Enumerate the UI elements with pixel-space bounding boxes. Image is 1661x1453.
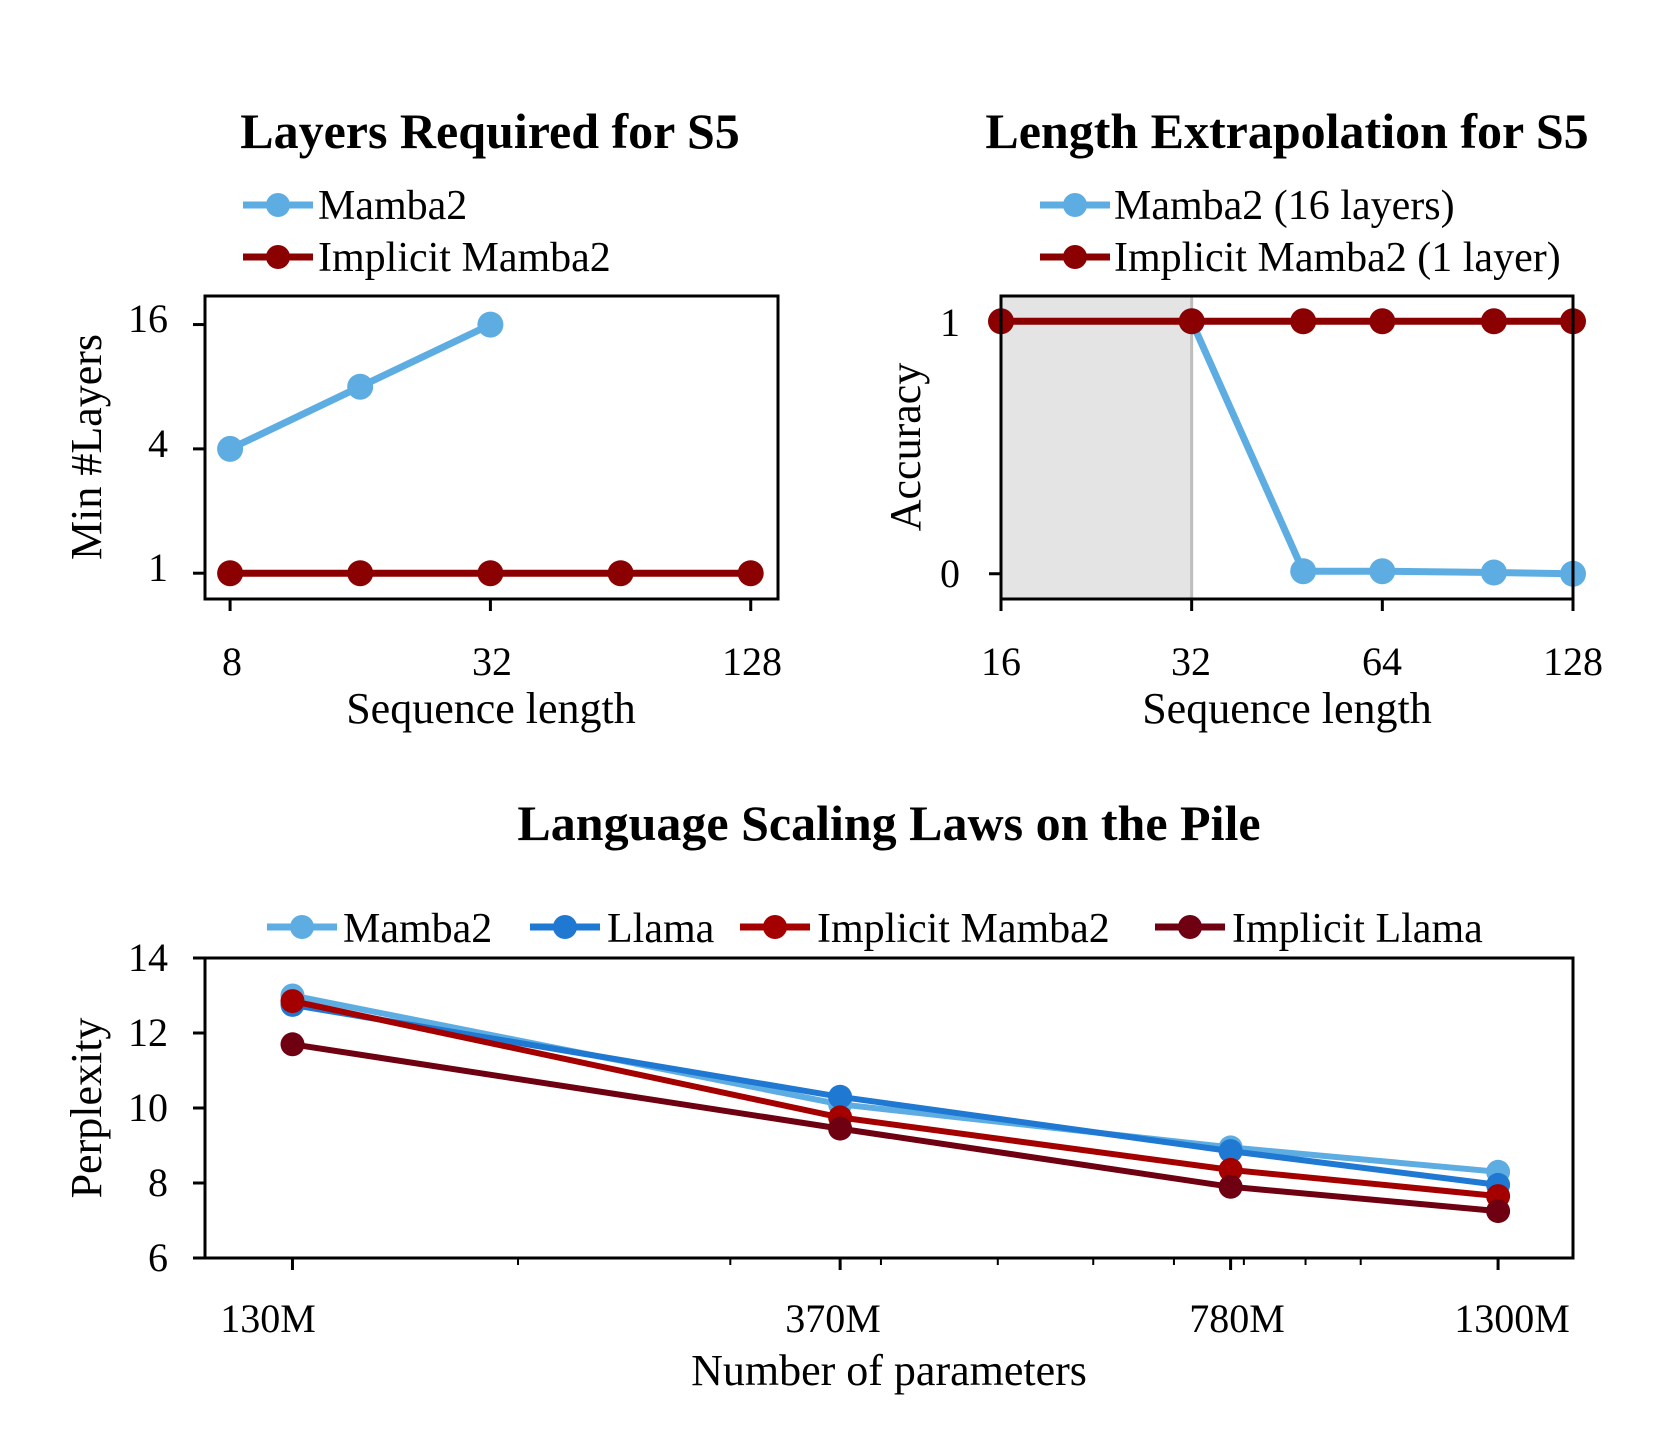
panel3-xlabel: Number of parameters: [691, 1346, 1087, 1395]
panel3-line-llama: [292, 1001, 1499, 1188]
panel3-point-implicit-llama: [828, 1116, 853, 1141]
panel2-xtick-32: 32: [1171, 639, 1211, 684]
panel3-ytick-8: 8: [148, 1160, 168, 1205]
panel3-title: Language Scaling Laws on the Pile: [517, 795, 1260, 851]
panel2-point-mamba2-16-layers: [1480, 559, 1507, 586]
panel-scaling-laws: Language Scaling Laws on the Pile Mamba2…: [62, 795, 1575, 1395]
panel3-ytick-10: 10: [128, 1085, 168, 1130]
panel1-ylabel: Min #Layers: [62, 334, 111, 560]
panel3-point-implicit-llama: [1486, 1199, 1511, 1224]
panel3-ylabel: Perplexity: [62, 1018, 111, 1199]
panel3-xtick-1300m: 1300M: [1454, 1296, 1570, 1341]
panel3-ytick-6: 6: [148, 1235, 168, 1280]
panel1-legend-label-mamba2: Mamba2: [318, 183, 467, 229]
panel3-legend: Mamba2 Llama Implicit Mamba2 Implicit Ll…: [267, 906, 1483, 952]
panel1-point-mamba2: [477, 311, 504, 338]
panel3-legend-label-implicit-llama: Implicit Llama: [1232, 906, 1483, 952]
panel2-point-implicit-mamba2-1-layer: [1178, 308, 1205, 335]
panel2-legend-marker-mamba2: [1063, 193, 1087, 217]
panel2-point-mamba2-16-layers: [1290, 558, 1317, 585]
panel3-plot-area: [193, 956, 1511, 1270]
panel2-title: Length Extrapolation for S5: [985, 103, 1588, 159]
panel3-legend-marker-mamba2: [290, 915, 314, 939]
panel3-line-implicit-mamba2: [291, 998, 1499, 1200]
panel3-point-llama: [1218, 1139, 1243, 1164]
panel-length-extrapolation: Length Extrapolation for S5 Mamba2 (16 l…: [881, 103, 1603, 733]
panel1-title: Layers Required for S5: [240, 103, 740, 159]
panel1-legend-marker-mamba2: [266, 193, 290, 217]
panel3-line-implicit-llama: [292, 1041, 1499, 1215]
panel1-xlabel: Sequence length: [346, 684, 636, 733]
panel3-legend-label-mamba2: Mamba2: [343, 906, 492, 952]
panel1-xtick-128: 128: [722, 639, 782, 684]
panel2-point-implicit-mamba2-1-layer: [1369, 308, 1396, 335]
panel1-xtick-32: 32: [472, 639, 512, 684]
panel1-point-implicit-mamba2: [477, 560, 504, 587]
panel1-xtick-8: 8: [222, 639, 242, 684]
panel2-xtick-128: 128: [1543, 639, 1603, 684]
panel2-point-implicit-mamba2-1-layer: [1480, 308, 1507, 335]
panel1-plot-area: [193, 311, 764, 611]
panel2-legend-marker-implicit-mamba2: [1063, 245, 1087, 269]
panel3-legend-label-implicit-mamba2: Implicit Mamba2: [817, 906, 1110, 952]
panel3-point-llama: [828, 1084, 853, 1109]
panel2-xtick-16: 16: [981, 639, 1021, 684]
panel1-legend-label-implicit-mamba2: Implicit Mamba2: [318, 235, 611, 281]
panel2-point-implicit-mamba2-1-layer: [1290, 308, 1317, 335]
panel3-point-implicit-llama: [1218, 1174, 1243, 1199]
panel3-legend-label-llama: Llama: [607, 906, 715, 952]
panel1-point-implicit-mamba2: [737, 560, 764, 587]
panel3-line-mamba2: [291, 992, 1499, 1175]
panel2-legend: Mamba2 (16 layers) Implicit Mamba2 (1 la…: [1040, 183, 1561, 281]
panel2-line-mamba2-16-layers: [1188, 319, 1574, 578]
panel3-xtick-780m: 780M: [1189, 1296, 1285, 1341]
panel1-point-implicit-mamba2: [607, 560, 634, 587]
panel3-ytick-12: 12: [128, 1010, 168, 1055]
panel3-xtick-370m: 370M: [785, 1296, 881, 1341]
panel-layers-required: Layers Required for S5 Mamba2 Implicit M…: [62, 103, 782, 733]
panel2-xlabel: Sequence length: [1142, 684, 1432, 733]
panel3-point-implicit-llama: [280, 1032, 305, 1057]
panel1-legend: Mamba2 Implicit Mamba2: [243, 183, 611, 281]
panel2-ytick-0: 0: [940, 551, 960, 596]
panel2-legend-label-implicit-mamba2: Implicit Mamba2 (1 layer): [1114, 235, 1561, 281]
panel3-ytick-14: 14: [128, 935, 168, 980]
panel2-shaded-region: [1001, 296, 1192, 599]
panel2-legend-label-mamba2: Mamba2 (16 layers): [1114, 183, 1455, 229]
panel3-point-implicit-mamba2: [1218, 1157, 1243, 1182]
panel1-ytick-1: 1: [148, 545, 168, 590]
panel3-point-implicit-mamba2: [280, 989, 305, 1014]
panel1-point-implicit-mamba2: [217, 560, 244, 587]
panel1-legend-marker-implicit-mamba2: [266, 245, 290, 269]
panel1-point-implicit-mamba2: [347, 560, 374, 587]
panel1-point-mamba2: [347, 373, 374, 400]
panel3-legend-marker-implicit-mamba2: [763, 915, 787, 939]
panel3-xtick-130m: 130M: [220, 1296, 316, 1341]
panel2-frame: [999, 294, 1575, 601]
panel1-point-mamba2: [217, 435, 244, 462]
panel2-plot-area: [988, 296, 1586, 611]
panel1-frame: [203, 294, 780, 601]
panel2-ylabel: Accuracy: [881, 363, 930, 532]
panel1-ytick-16: 16: [128, 296, 168, 341]
panel2-xtick-64: 64: [1362, 639, 1402, 684]
panel2-ytick-1: 1: [940, 300, 960, 345]
panel3-legend-marker-llama: [553, 915, 577, 939]
panel3-legend-marker-implicit-llama: [1178, 915, 1202, 939]
panel3-frame: [203, 956, 1575, 1260]
panel1-ytick-4: 4: [148, 421, 168, 466]
panel2-point-mamba2-16-layers: [1369, 558, 1396, 585]
